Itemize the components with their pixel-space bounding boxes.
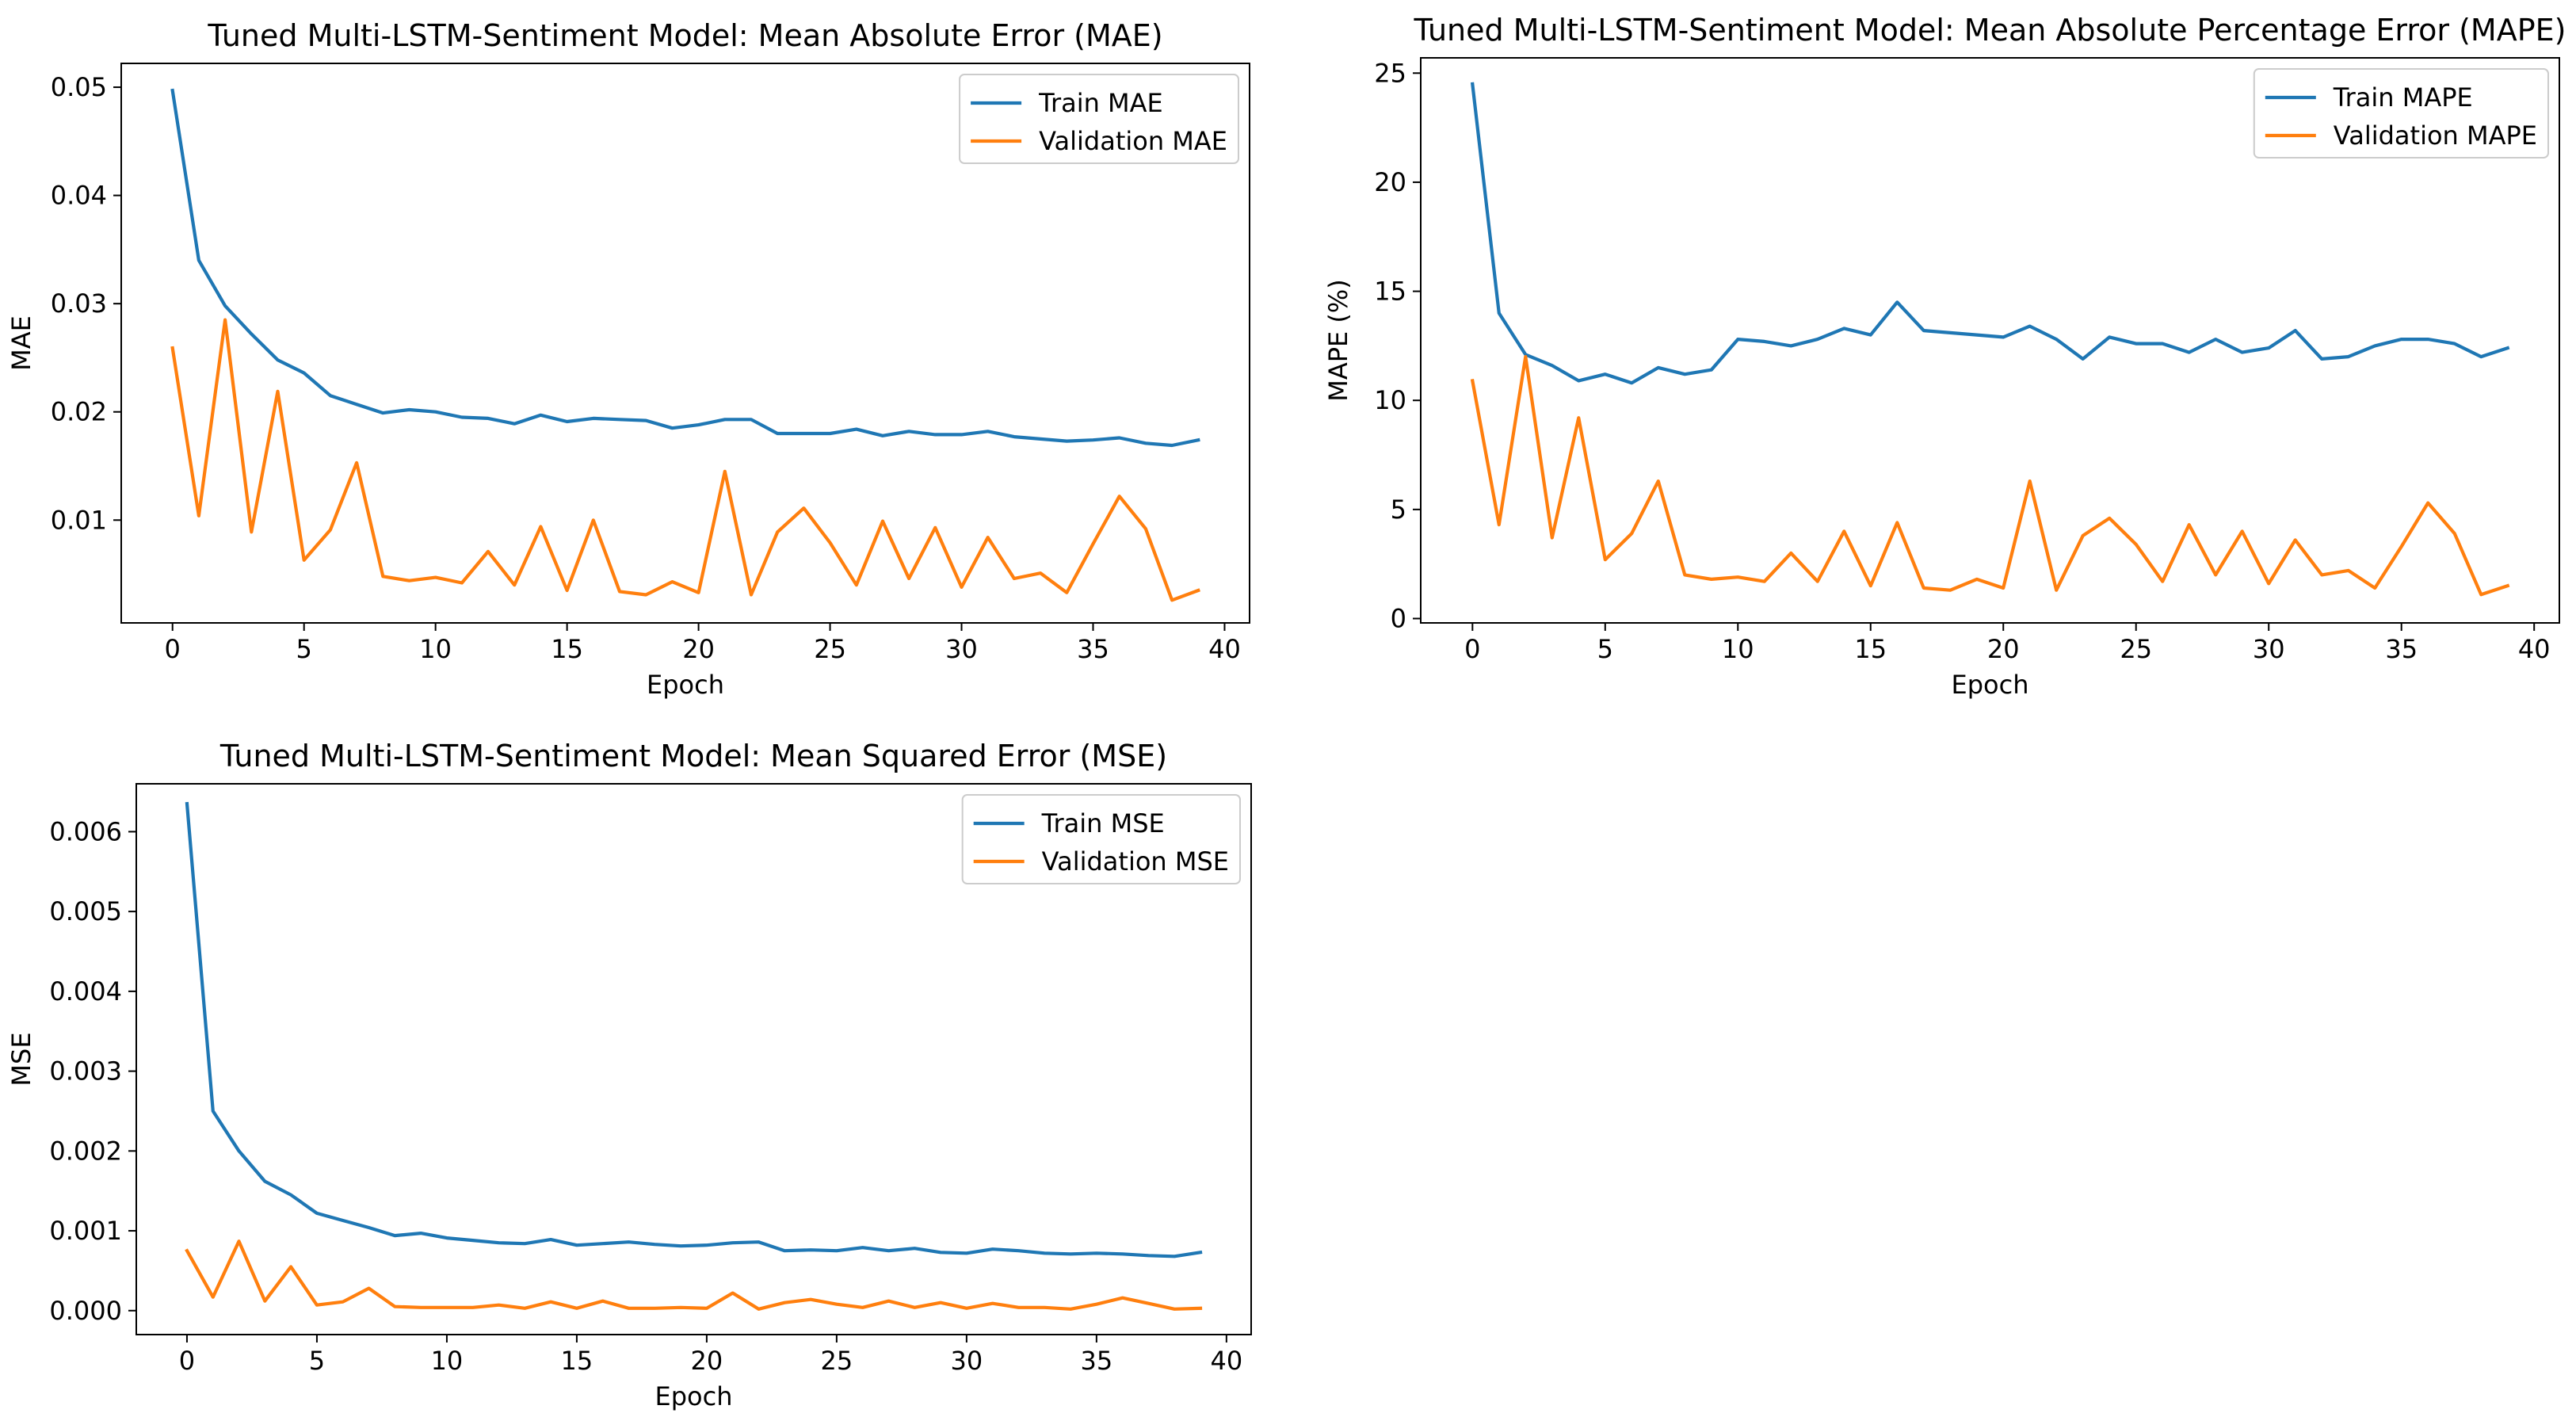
mape-x-tick-label: 20 <box>1987 634 2020 664</box>
mae-x-tick-label: 0 <box>165 634 181 664</box>
mape-y-tick-label: 5 <box>1391 495 1406 525</box>
mape-y-axis-label: MAPE (%) <box>1323 279 1353 402</box>
mae-chart-title: Tuned Multi-LSTM-Sentiment Model: Mean A… <box>207 18 1162 53</box>
mape-x-tick-label: 40 <box>2518 634 2551 664</box>
mae-y-tick-label: 0.04 <box>51 181 107 211</box>
mae-y-tick-label: 0.01 <box>51 505 107 535</box>
mape-legend-box <box>2253 68 2549 159</box>
mse-legend: Train MSE Validation MSE <box>961 794 1241 884</box>
mse-y-tick-label: 0.005 <box>49 896 122 926</box>
mse-chart: 0 5 10 15 20 25 30 35 40 0.000 0.001 0.002 0.003 0.00… <box>6 739 1252 1411</box>
mae-legend: Train MAE Validation MAE <box>959 74 1239 164</box>
mae-x-tick-label: 5 <box>296 634 312 664</box>
mse-y-tick-label: 0.003 <box>49 1056 122 1087</box>
mape-chart-title: Tuned Multi-LSTM-Sentiment Model: Mean A… <box>1414 13 2566 48</box>
mse-y-tick-label: 0.004 <box>49 976 122 1006</box>
mse-x-tick-label: 5 <box>309 1346 325 1376</box>
mse-x-tick-label: 10 <box>431 1346 464 1376</box>
mape-y-tick-label: 20 <box>1374 167 1406 197</box>
mse-chart-title: Tuned Multi-LSTM-Sentiment Model: Mean S… <box>219 739 1167 773</box>
mape-y-tick-label: 0 <box>1391 603 1406 633</box>
mape-x-axis-label: Epoch <box>1952 670 2029 700</box>
mse-train-line <box>185 801 1203 1258</box>
mape-validation-line <box>1470 355 2510 597</box>
mape-x-tick-label: 10 <box>1722 634 1754 664</box>
mape-x-tick-label: 15 <box>1854 634 1887 664</box>
mae-x-axis-label: Epoch <box>647 670 724 700</box>
mae-x-tick-label: 30 <box>945 634 978 664</box>
mape-chart: 0 5 10 15 20 25 30 35 40 0 5 10 15 20 25 Tuned Multi-LS… <box>1323 13 2566 700</box>
mse-axes-frame <box>135 783 1252 1335</box>
mse-y-tick-label: 0.002 <box>49 1136 122 1166</box>
mape-train-line <box>1470 82 2510 385</box>
mape-x-tick-label: 25 <box>2120 634 2152 664</box>
mape-y-tick-label: 10 <box>1374 385 1406 415</box>
mse-legend-validation-label: Validation MSE <box>1042 846 1229 877</box>
mse-x-tick-label: 35 <box>1080 1346 1112 1376</box>
mae-legend-box <box>959 74 1239 164</box>
mse-y-tick-label: 0.001 <box>49 1216 122 1246</box>
mae-axes-frame <box>120 63 1250 624</box>
mse-x-tick-label: 0 <box>179 1346 195 1376</box>
mse-legend-train-label: Train MSE <box>1041 808 1165 838</box>
mse-x-tick-label: 25 <box>821 1346 853 1376</box>
mse-x-axis-label: Epoch <box>655 1381 733 1411</box>
mape-y-tick-label: 15 <box>1374 277 1406 307</box>
mape-axes-frame <box>1420 57 2560 624</box>
mae-y-tick-label: 0.02 <box>51 397 107 427</box>
mape-x-tick-label: 35 <box>2385 634 2418 664</box>
mape-legend: Train MAPE Validation MAPE <box>2253 68 2549 159</box>
mse-x-tick-label: 15 <box>561 1346 593 1376</box>
mse-y-tick-label: 0.006 <box>49 816 122 846</box>
mse-y-tick-label: 0.000 <box>49 1296 122 1326</box>
mae-y-tick-label: 0.05 <box>51 72 107 102</box>
mae-x-tick-label: 20 <box>682 634 715 664</box>
mse-validation-line <box>185 1239 1203 1311</box>
mse-y-axis-label: MSE <box>6 1032 36 1086</box>
mae-validation-line <box>170 318 1200 602</box>
mae-x-tick-label: 35 <box>1077 634 1109 664</box>
mse-x-tick-label: 30 <box>951 1346 983 1376</box>
mae-x-tick-label: 10 <box>419 634 452 664</box>
mae-legend-train-label: Train MAE <box>1038 88 1163 118</box>
mae-y-tick-label: 0.03 <box>51 288 107 319</box>
mape-x-tick-label: 0 <box>1464 634 1480 664</box>
mape-legend-validation-label: Validation MAPE <box>2334 120 2537 151</box>
mae-x-tick-label: 25 <box>814 634 846 664</box>
mae-x-tick-label: 15 <box>551 634 583 664</box>
mape-y-tick-label: 25 <box>1374 58 1406 88</box>
mape-x-tick-label: 30 <box>2253 634 2285 664</box>
mse-x-tick-label: 40 <box>1210 1346 1242 1376</box>
mae-x-tick-label: 40 <box>1208 634 1241 664</box>
mse-x-tick-label: 20 <box>691 1346 723 1376</box>
mape-x-tick-label: 5 <box>1597 634 1613 664</box>
mae-y-axis-label: MAE <box>6 315 36 371</box>
mse-legend-box <box>961 794 1241 884</box>
mae-legend-validation-label: Validation MAE <box>1039 126 1227 156</box>
mape-legend-train-label: Train MAPE <box>2333 82 2473 113</box>
mae-chart: 0 5 10 15 20 25 30 35 40 0.01 0.02 0.03 0.04 0.05 Tune… <box>6 18 1250 700</box>
mae-train-line <box>170 88 1200 448</box>
